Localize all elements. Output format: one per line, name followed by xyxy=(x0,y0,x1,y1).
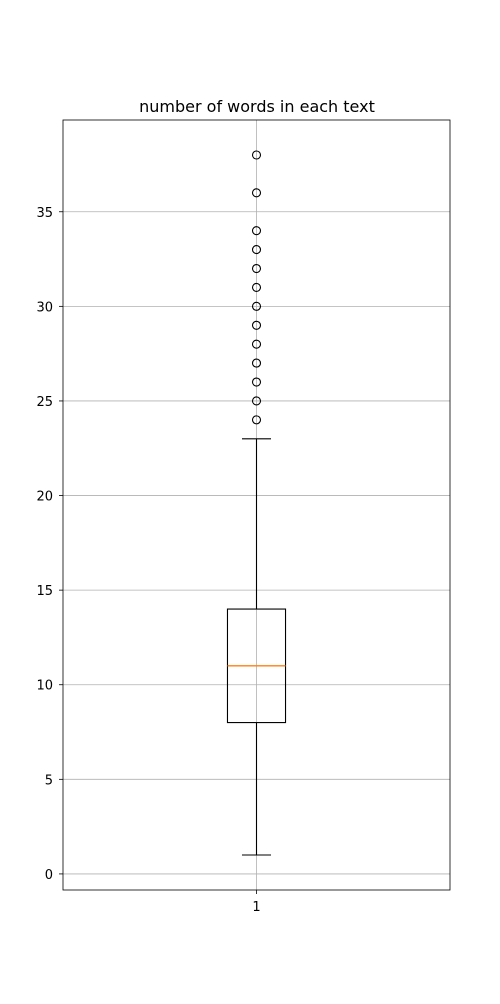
outlier-point xyxy=(251,245,262,255)
outlier-point xyxy=(251,150,262,160)
outlier-point xyxy=(251,396,262,406)
outlier-point xyxy=(251,282,262,292)
outlier-point xyxy=(251,301,262,311)
y-tick-label: 25 xyxy=(36,395,53,410)
y-tick-label: 35 xyxy=(36,206,53,221)
plot-layer xyxy=(226,150,287,856)
outlier-point xyxy=(251,226,262,236)
x-tick-label: 1 xyxy=(252,900,260,915)
y-tick-label: 20 xyxy=(36,490,53,505)
y-tick-label: 30 xyxy=(36,300,53,315)
axis-layer: 0 5 10 15 20 25 30 35 1 xyxy=(36,119,451,915)
y-tick-label: 0 xyxy=(45,868,53,883)
y-tick-label: 15 xyxy=(36,584,53,599)
outlier-point xyxy=(251,358,262,368)
outlier-point xyxy=(251,339,262,349)
outlier-point xyxy=(251,188,262,198)
outlier-point xyxy=(251,415,262,425)
outlier-point xyxy=(251,320,262,330)
outlier-point xyxy=(251,377,262,387)
outlier-point xyxy=(251,263,262,274)
y-tick-label: 10 xyxy=(36,679,53,694)
chart-title: number of words in each text xyxy=(139,97,375,116)
axes-frame xyxy=(62,119,451,891)
y-tick-label: 5 xyxy=(45,773,53,788)
